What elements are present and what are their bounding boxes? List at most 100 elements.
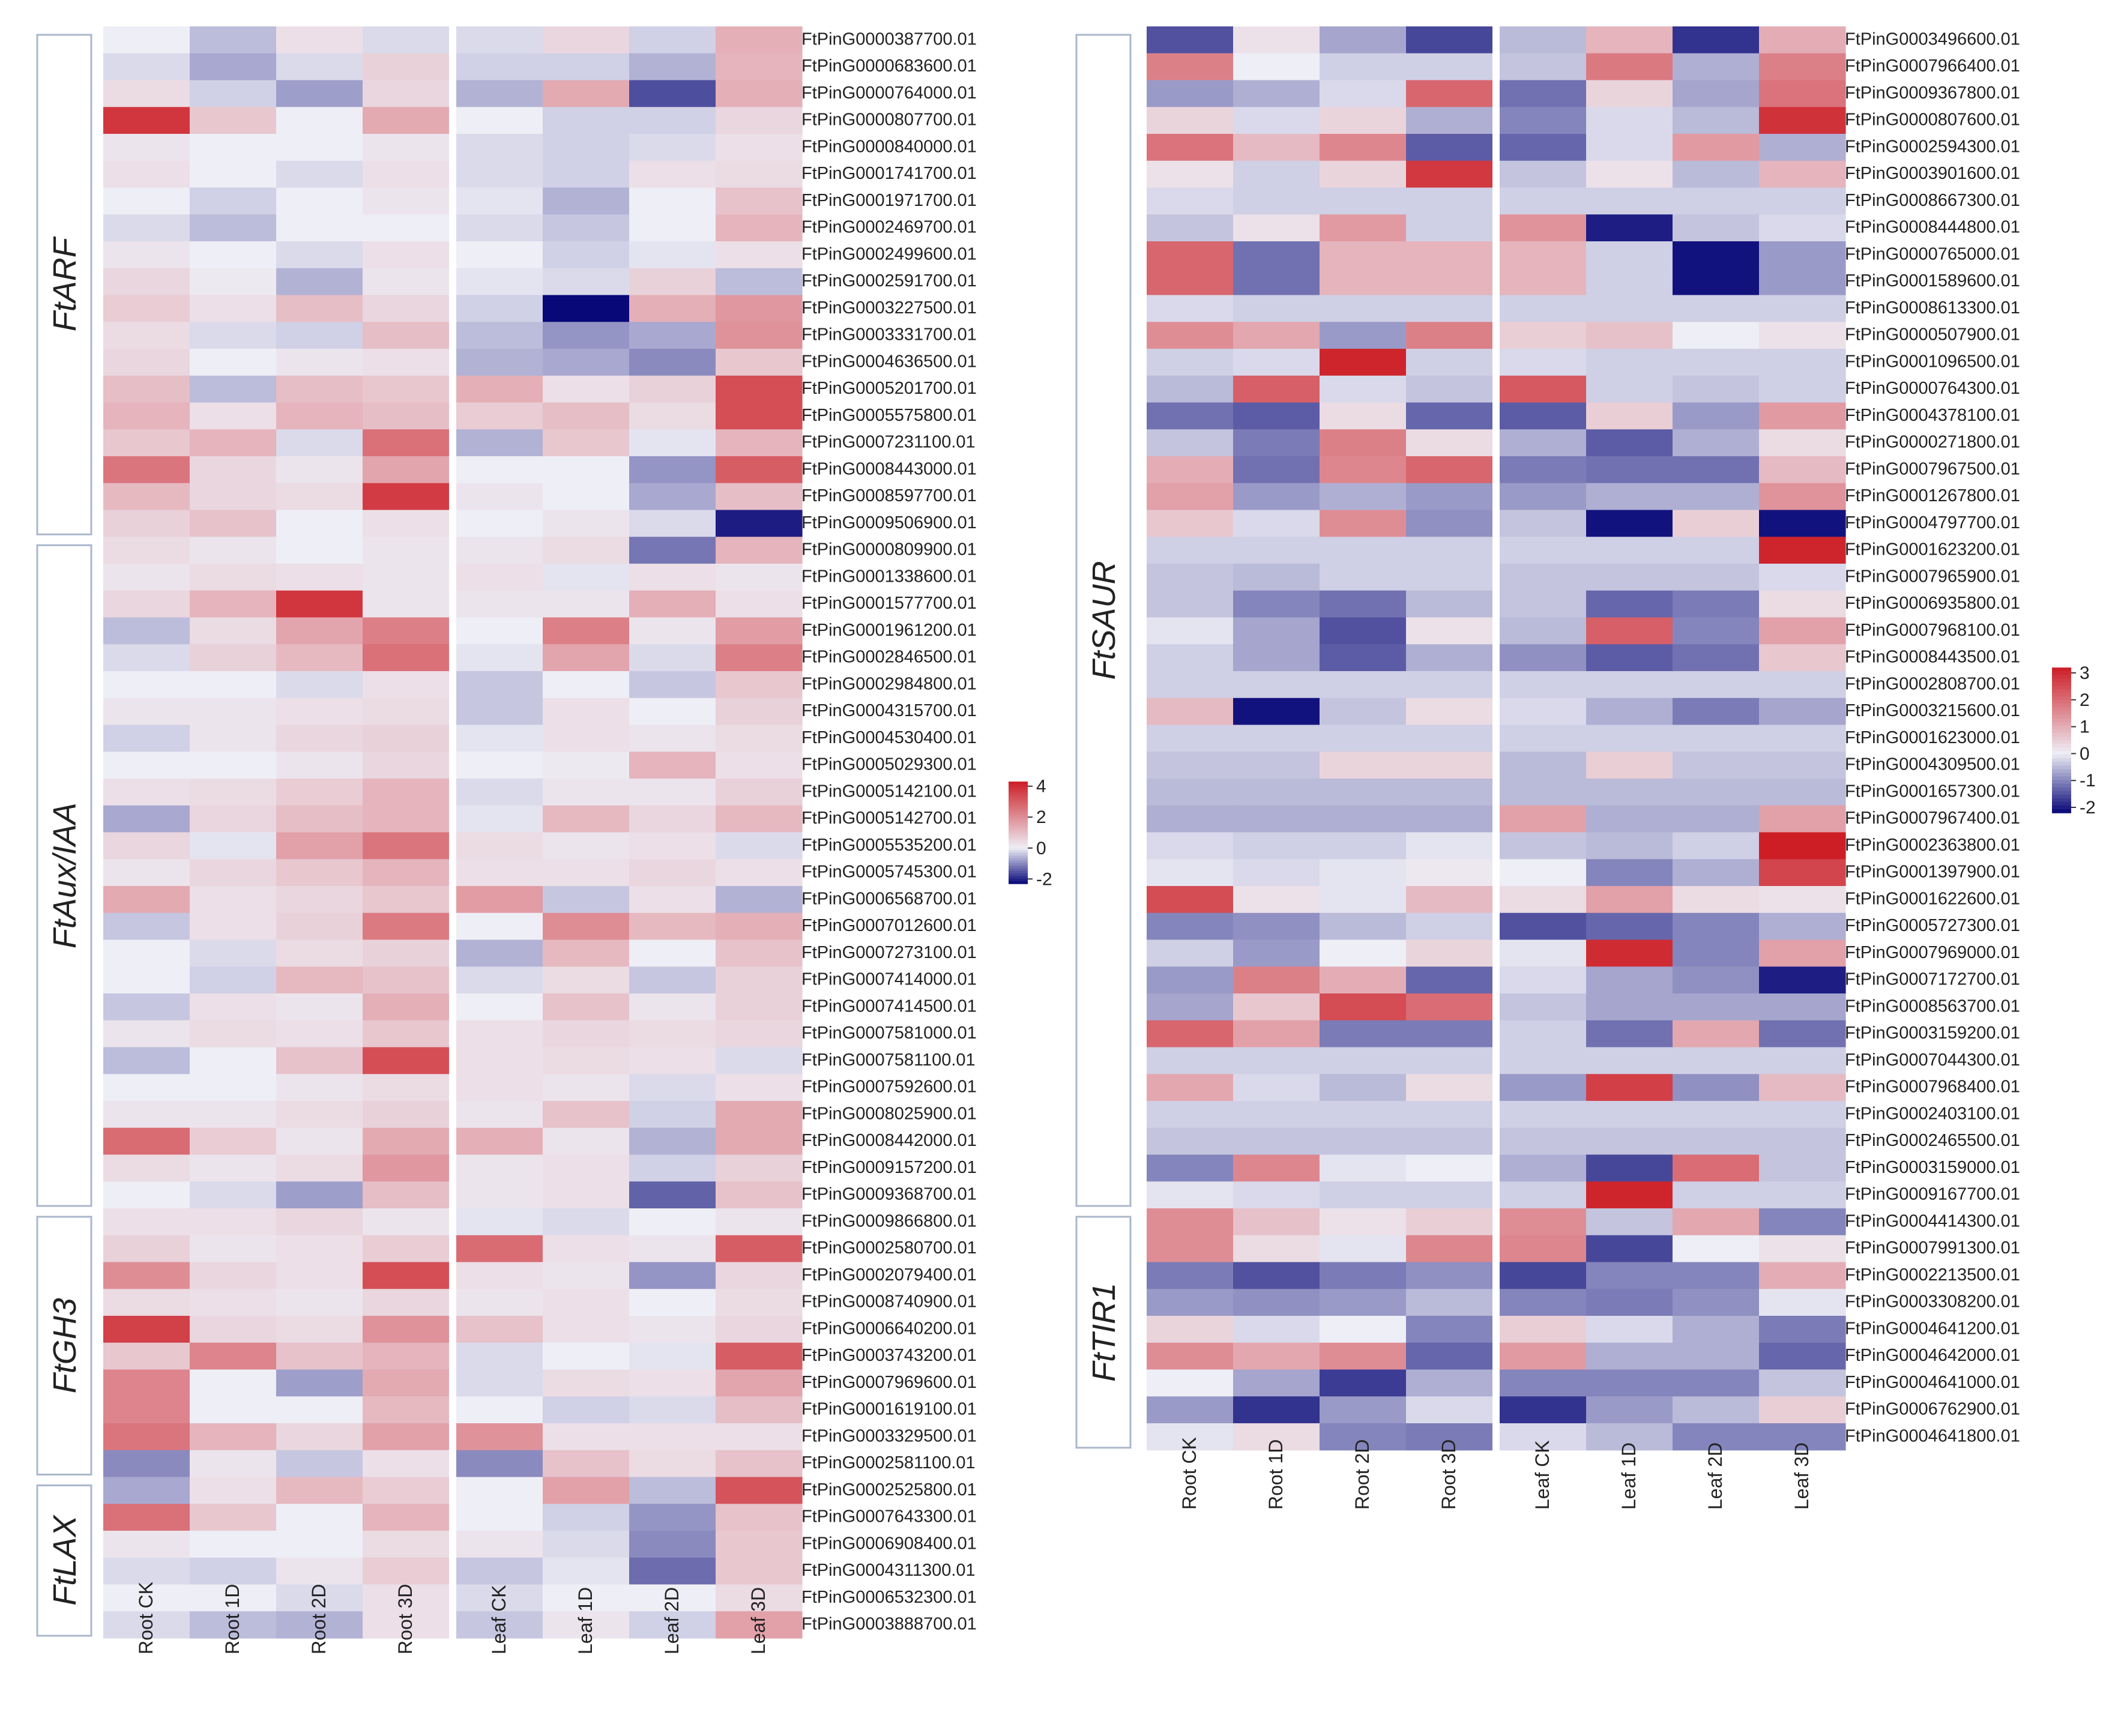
heatmap-cell-ftping0002469700-01-root-ck	[103, 214, 190, 242]
heatmap-cell-ftping0003215600-01-leaf-2d	[1673, 698, 1760, 726]
heatmap-cell-ftping0002465500-01-leaf-1d	[1586, 1127, 1673, 1156]
heatmap-cell-ftping0008443000-01-root-1d	[190, 456, 277, 484]
gene-label: FtPinG0003888700.01	[801, 1615, 977, 1634]
column-label-root-ck: Root CK	[135, 1582, 157, 1654]
gene-label: FtPinG0007991300.01	[1845, 1238, 2020, 1258]
gene-label: FtPinG0009157200.01	[801, 1158, 977, 1177]
heatmap-cell-ftping0007966400-01-leaf-1d	[1586, 53, 1673, 81]
heatmap-cell-ftping0006532300-01-root-1d	[190, 1584, 277, 1612]
heatmap-cell-ftping0000809900-01-root-3d	[363, 537, 450, 564]
heatmap-cell-ftping0009367800-01-root-3d	[1406, 80, 1493, 107]
heatmap-cell-ftping0002808700-01-root-2d	[1320, 671, 1407, 699]
heatmap-cell-ftping0007991300-01-root-2d	[1320, 1235, 1407, 1263]
heatmap-cell-ftping0009167700-01-leaf-1d	[1586, 1181, 1673, 1209]
heatmap-cell-ftping0001961200-01-root-1d	[190, 617, 277, 645]
heatmap-cell-ftping0007643300-01-root-2d	[276, 1504, 363, 1531]
heatmap-cell-ftping0006568700-01-leaf-2d	[629, 886, 716, 914]
heatmap-cell-ftping0003331700-01-leaf-3d	[716, 322, 803, 349]
gene-label: FtPinG0005201700.01	[801, 379, 977, 398]
legend-swatch	[1009, 855, 1028, 859]
legend-swatch	[2052, 794, 2071, 799]
heatmap-cell-ftping0009167700-01-root-3d	[1406, 1181, 1493, 1209]
legend-swatch	[2052, 700, 2071, 705]
heatmap-cell-ftping0002469700-01-root-1d	[190, 214, 277, 242]
heatmap-cell-ftping0004414300-01-leaf-2d	[1673, 1208, 1760, 1236]
heatmap-cell-ftping0001589600-01-root-2d	[1320, 268, 1407, 296]
heatmap-cell-ftping0009368700-01-root-1d	[190, 1181, 277, 1209]
column-label-leaf-2d: Leaf 2D	[661, 1587, 683, 1654]
heatmap-cell-ftping0008444800-01-root-3d	[1406, 214, 1493, 242]
heatmap-cell-ftping0003743200-01-leaf-3d	[716, 1342, 803, 1370]
heatmap-cell-ftping0007967500-01-leaf-2d	[1673, 456, 1760, 484]
heatmap-cell-ftping0000271800-01-leaf-2d	[1673, 429, 1760, 457]
heatmap-cell-ftping0002846500-01-root-ck	[103, 644, 190, 672]
heatmap-cell-ftping0001096500-01-root-3d	[1406, 349, 1493, 376]
gene-label: FtPinG0002465500.01	[1845, 1131, 2020, 1150]
heatmap-cell-ftping0008740900-01-leaf-ck	[456, 1289, 543, 1316]
legend-tick-label: 4	[1036, 777, 1046, 797]
gene-label: FtPinG0002581100.01	[801, 1453, 976, 1472]
heatmap-cell-ftping0007991300-01-leaf-2d	[1673, 1235, 1760, 1263]
heatmap-cell-ftping0008025900-01-leaf-ck	[456, 1101, 543, 1129]
heatmap-cell-ftping0001741700-01-leaf-2d	[629, 160, 716, 188]
heatmap-cell-ftping0003215600-01-leaf-ck	[1500, 698, 1587, 726]
heatmap-cell-ftping0009866800-01-root-ck	[103, 1208, 190, 1236]
heatmap-cell-ftping0007991300-01-root-3d	[1406, 1235, 1493, 1263]
legend-swatch	[2052, 801, 2071, 806]
heatmap-cell-ftping0001577700-01-root-2d	[276, 590, 363, 618]
heatmap-cell-ftping0001397900-01-leaf-2d	[1673, 859, 1760, 887]
legend-swatch	[1009, 837, 1028, 841]
heatmap-cell-ftping0000387700-01-root-ck	[103, 26, 190, 54]
column-label-root-1d: Root 1D	[1265, 1439, 1287, 1510]
heatmap-cell-ftping0009167700-01-root-1d	[1233, 1181, 1320, 1209]
heatmap-cell-ftping0003215600-01-root-ck	[1147, 698, 1234, 726]
heatmap-cell-ftping0006908400-01-leaf-1d	[543, 1531, 630, 1558]
heatmap-cell-ftping0001577700-01-root-1d	[190, 590, 277, 618]
heatmap-cell-ftping0005745300-01-root-2d	[276, 859, 363, 887]
gene-label: FtPinG0004309500.01	[1845, 755, 2020, 774]
heatmap-cell-ftping0001267800-01-leaf-ck	[1500, 483, 1587, 511]
heatmap-cell-ftping0001096500-01-leaf-3d	[1759, 349, 1846, 376]
gene-label: FtPinG0002363800.01	[1845, 836, 2020, 855]
heatmap-cell-ftping0007643300-01-leaf-2d	[629, 1504, 716, 1531]
heatmap-cell-ftping0002469700-01-leaf-3d	[716, 214, 803, 242]
legend-swatch	[1009, 792, 1028, 795]
heatmap-cell-ftping0002363800-01-leaf-1d	[1586, 832, 1673, 860]
right-heatmap-panel: FtPinG0003496600.01 FtPinG0007966400.01 Ft…	[1075, 25, 2096, 1510]
legend-swatch	[2052, 740, 2071, 744]
heatmap-cell-ftping0007581100-01-root-3d	[363, 1047, 450, 1074]
heatmap-cell-ftping0009368700-01-root-2d	[276, 1181, 363, 1209]
legend-swatch	[2052, 762, 2071, 767]
heatmap-cell-ftping0001589600-01-root-1d	[1233, 268, 1320, 296]
heatmap-cell-ftping0000809900-01-leaf-1d	[543, 537, 630, 564]
heatmap-cell-ftping0007969000-01-leaf-3d	[1759, 939, 1846, 967]
heatmap-cell-ftping0000809900-01-leaf-2d	[629, 537, 716, 564]
heatmap-cell-ftping0003901600-01-root-2d	[1320, 160, 1407, 188]
heatmap-cell-ftping0002580700-01-root-2d	[276, 1235, 363, 1263]
gene-label: FtPinG0006908400.01	[801, 1534, 977, 1553]
gene-label: FtPinG0005535200.01	[801, 836, 977, 855]
heatmap-cell-ftping0002079400-01-root-ck	[103, 1262, 190, 1289]
column-label-root-3d: Root 3D	[394, 1584, 416, 1654]
heatmap-cell-ftping0000507900-01-leaf-ck	[1500, 322, 1587, 349]
heatmap-cell-ftping0007966400-01-root-ck	[1147, 53, 1234, 81]
column-label-leaf-3d: Leaf 3D	[747, 1587, 769, 1654]
heatmap-cell-ftping0007581000-01-root-1d	[190, 1020, 277, 1048]
gene-label: FtPinG0007414000.01	[801, 970, 977, 989]
heatmap-cell-ftping0008740900-01-leaf-3d	[716, 1289, 803, 1316]
heatmap-cell-ftping0001338600-01-root-1d	[190, 564, 277, 591]
heatmap-cell-ftping0001961200-01-leaf-3d	[716, 617, 803, 645]
heatmap-cell-ftping0005201700-01-leaf-1d	[543, 375, 630, 403]
legend-swatch	[1009, 797, 1028, 800]
legend-swatch	[2052, 686, 2071, 690]
heatmap-cell-ftping0005142100-01-root-2d	[276, 779, 363, 806]
heatmap-cell-ftping0009167700-01-root-ck	[1147, 1181, 1234, 1209]
heatmap-cell-ftping0002808700-01-leaf-3d	[1759, 671, 1846, 699]
heatmap-cell-ftping0001657300-01-leaf-ck	[1500, 779, 1587, 806]
heatmap-cell-ftping0003308200-01-leaf-ck	[1500, 1289, 1587, 1316]
gene-label: FtPinG0003901600.01	[1845, 164, 2020, 183]
heatmap-cell-ftping0000387700-01-root-1d	[190, 26, 277, 54]
heatmap-cell-ftping0004530400-01-root-1d	[190, 725, 277, 752]
heatmap-cell-ftping0001397900-01-root-ck	[1147, 859, 1234, 887]
gene-label: FtPinG0001619100.01	[801, 1400, 977, 1419]
